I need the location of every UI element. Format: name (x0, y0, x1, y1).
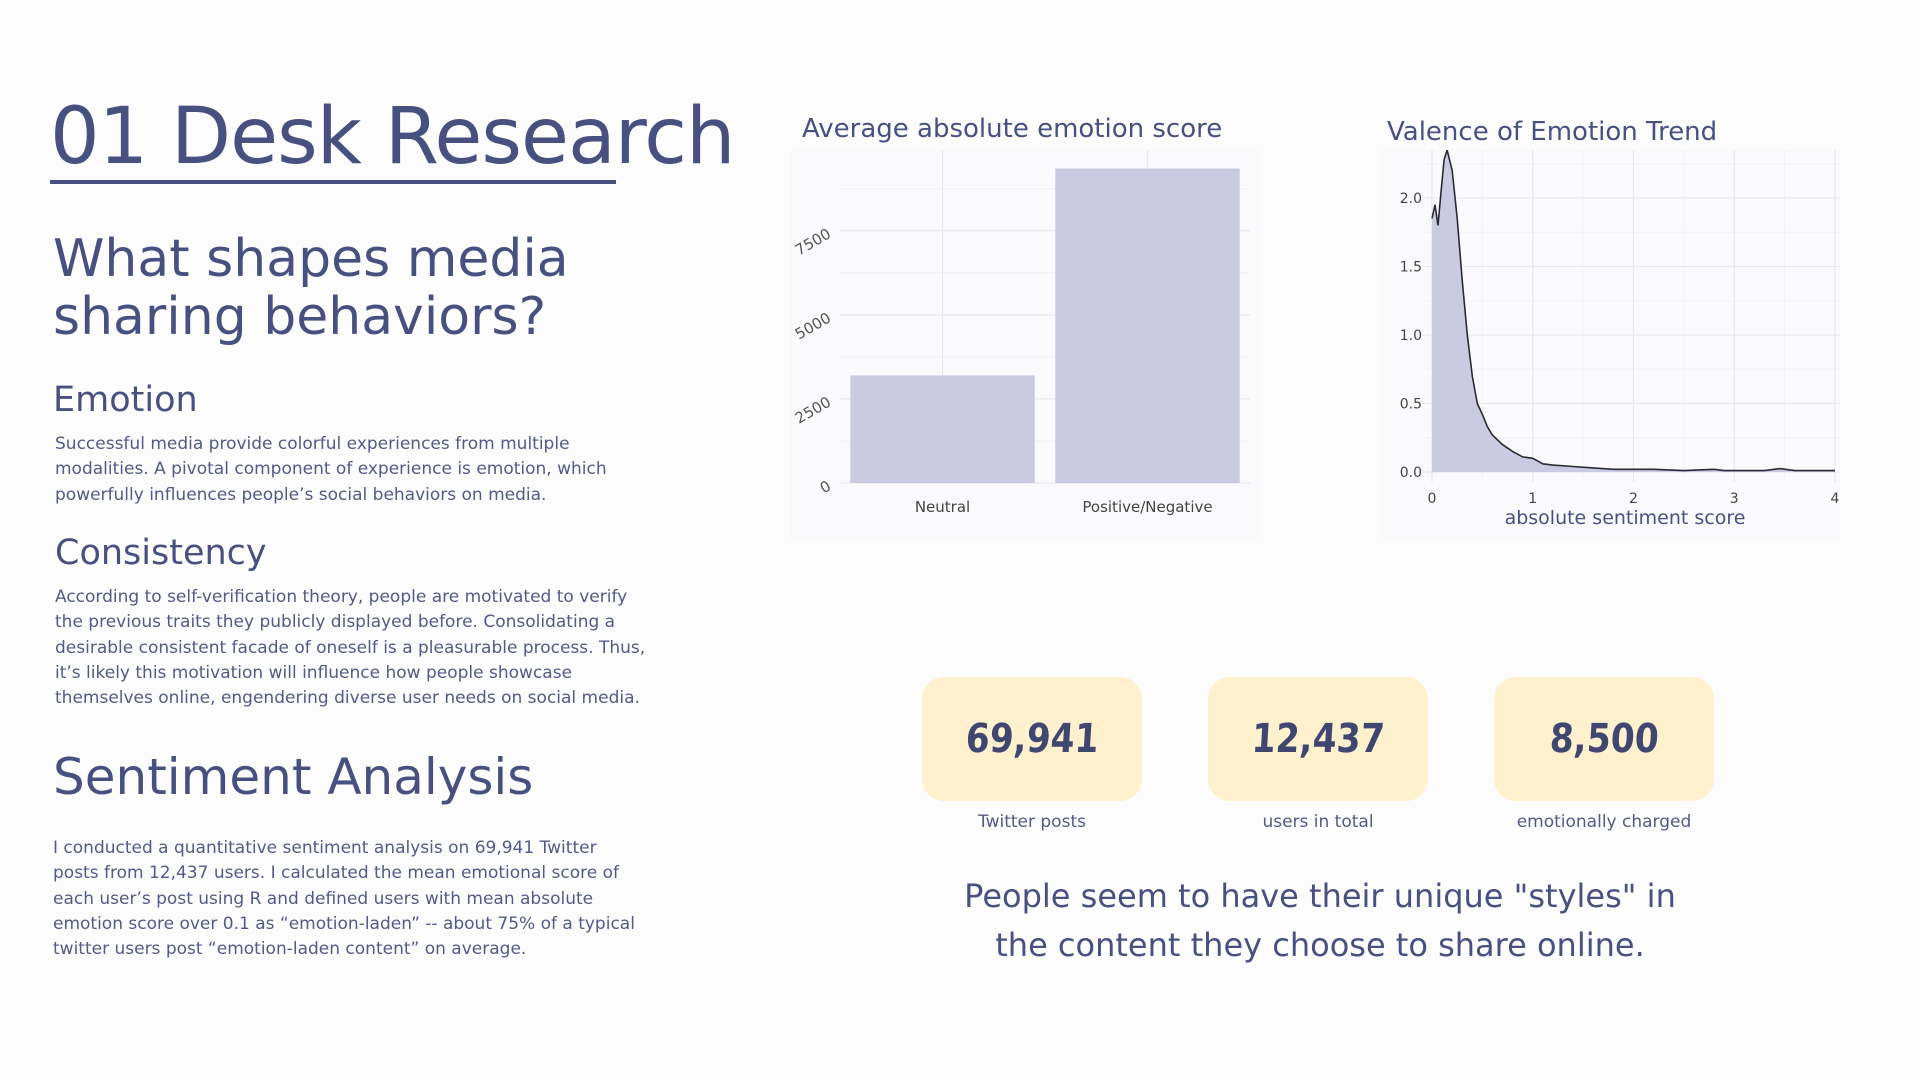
sentiment-body: I conducted a quantitative sentiment ana… (53, 838, 635, 960)
consistency-body: According to self-verification theory, p… (55, 587, 646, 709)
stat-label-posts: Twitter posts (978, 812, 1086, 832)
consistency-heading: Consistency (55, 533, 267, 573)
page-title: 01 Desk Research (50, 92, 735, 182)
conclusion-text: People seem to have their unique "styles… (964, 877, 1676, 964)
density-y-tick-label: 0.0 (1400, 465, 1422, 481)
density-x-axis-label: absolute sentiment score (1505, 507, 1746, 529)
stat-label-emotional: emotionally charged (1516, 812, 1692, 832)
stat-label-users: users in total (1262, 812, 1374, 832)
bar-chart-title: Average absolute emotion score (802, 114, 1223, 144)
density-chart-title: Valence of Emotion Trend (1387, 117, 1718, 147)
density-x-tick-label: 4 (1831, 491, 1840, 507)
emotion-heading: Emotion (53, 380, 198, 420)
emotion-body: Successful media provide colorful experi… (55, 434, 607, 505)
density-x-tick-label: 2 (1629, 491, 1638, 507)
density-line (1431, 150, 1835, 472)
bar-1 (1055, 168, 1240, 483)
density-x-tick-label: 3 (1730, 491, 1739, 507)
density-area (1432, 150, 1835, 472)
stat-value-users: 12,437 (1250, 716, 1386, 762)
density-y-tick-label: 0.5 (1400, 396, 1422, 412)
density-y-tick-label: 1.0 (1400, 328, 1422, 344)
bar-0 (850, 375, 1035, 483)
density-x-tick-label: 1 (1528, 491, 1537, 507)
stat-card-users: 12,437 (1208, 677, 1428, 801)
research-question: What shapes media sharing behaviors? (53, 229, 569, 347)
title-underline (50, 180, 616, 184)
bar-x-tick-label: Neutral (915, 498, 970, 516)
stat-card-posts: 69,941 (922, 677, 1142, 801)
stat-value-emotional: 8,500 (1548, 716, 1660, 762)
density-y-tick-label: 1.5 (1400, 259, 1422, 275)
sentiment-heading: Sentiment Analysis (53, 748, 534, 806)
density-chart: 0.0 0.5 1.0 1.5 2.0 0 1 2 3 4 absolute sentiment… (1380, 150, 1840, 540)
stat-value-posts: 69,941 (964, 716, 1100, 762)
density-x-tick-label: 0 (1428, 491, 1437, 507)
density-y-tick-label: 2.0 (1400, 191, 1422, 207)
bar-x-tick-label: Positive/Negative (1082, 498, 1212, 516)
stat-card-emotional: 8,500 (1494, 677, 1714, 801)
